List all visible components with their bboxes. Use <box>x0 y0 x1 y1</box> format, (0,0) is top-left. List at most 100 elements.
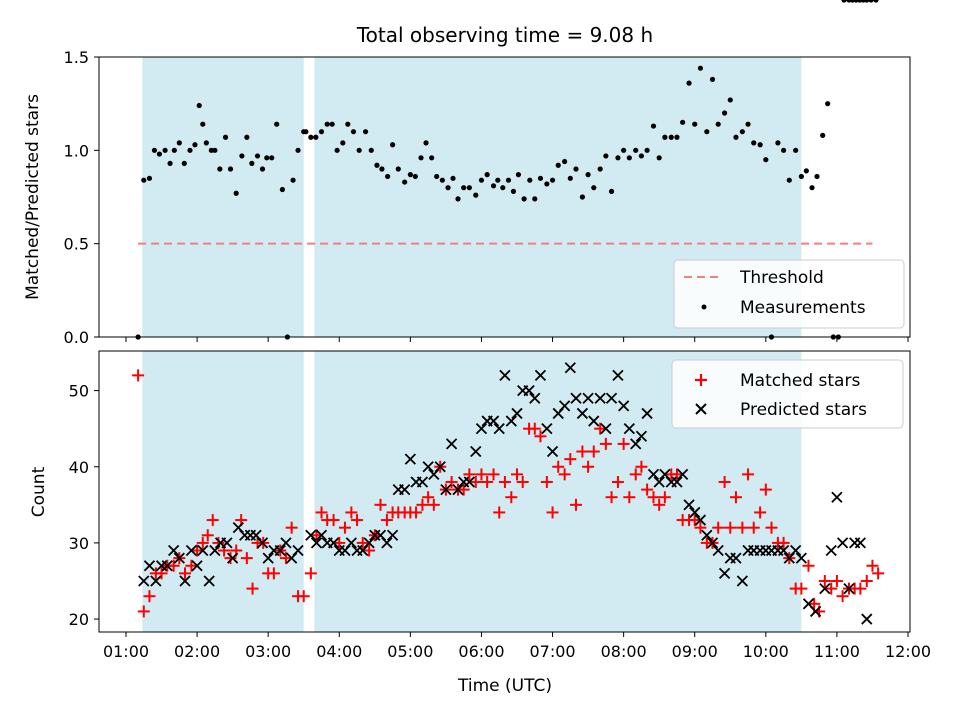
matched-star-marker <box>196 536 209 549</box>
top-y-ticks: 0.0 0.5 1.0 1.5 <box>64 48 99 347</box>
predicted-star-marker <box>475 423 488 435</box>
bottom-y-ticks: 20 30 40 50 <box>69 382 99 629</box>
predicted-star-marker <box>386 529 399 541</box>
legend-matched-label: Matched stars <box>740 371 860 391</box>
predicted-star-marker <box>499 369 511 382</box>
matched-star-marker <box>528 422 541 435</box>
matched-star-marker <box>802 559 815 572</box>
measurement-point <box>368 147 374 153</box>
matched-star-marker <box>836 590 849 603</box>
measurement-point <box>591 185 597 191</box>
measurement-point <box>656 155 662 161</box>
matched-star-marker <box>416 498 429 511</box>
measurement-point <box>579 194 586 200</box>
measurement-point <box>803 168 809 174</box>
measurement-point <box>549 177 556 183</box>
matched-star-marker <box>830 574 843 587</box>
measurement-point <box>780 147 787 153</box>
measurement-point <box>841 0 847 3</box>
measurement-point <box>680 119 686 125</box>
matched-star-marker <box>611 475 624 488</box>
measurement-point <box>608 188 615 194</box>
measurement-point <box>809 185 815 191</box>
predicted-star-marker <box>505 415 517 427</box>
measurement-point <box>340 140 346 146</box>
matched-star-marker <box>694 521 707 534</box>
predicted-star-marker <box>677 468 689 481</box>
predicted-star-marker <box>588 415 600 427</box>
measurement-point <box>395 166 401 172</box>
measurement-point <box>334 147 340 153</box>
measurement-point <box>217 166 223 172</box>
measurement-point <box>318 129 325 135</box>
measurement-point <box>203 140 209 146</box>
matched-star-marker <box>475 468 488 481</box>
measurement-point <box>389 142 396 148</box>
measurement-point <box>407 172 413 178</box>
measurement-point <box>490 183 497 189</box>
matched-star-marker <box>818 574 831 587</box>
measurement-point <box>274 121 280 127</box>
predicted-star-marker <box>534 369 547 382</box>
measurement-point <box>329 121 335 127</box>
predicted-star-marker <box>445 438 458 450</box>
measurement-point <box>638 153 645 159</box>
measurement-point <box>385 173 391 180</box>
predicted-star-marker <box>831 491 843 503</box>
predicted-star-marker <box>546 445 559 458</box>
measurement-point <box>196 102 202 109</box>
predicted-star-marker <box>849 537 861 549</box>
legend-measurements-label: Measurements <box>740 298 866 318</box>
measurement-point <box>633 147 639 153</box>
predicted-star-marker <box>150 575 162 587</box>
predicted-star-marker <box>262 552 274 564</box>
x-tick-label: 12:00 <box>885 642 931 661</box>
matched-star-marker <box>422 491 435 504</box>
matched-star-marker <box>137 605 150 618</box>
y-tick-label: 0.5 <box>64 235 89 254</box>
predicted-star-marker <box>143 560 156 572</box>
predicted-star-marker <box>327 537 340 549</box>
top-legend: Threshold Measurements <box>673 259 905 329</box>
matched-star-marker <box>736 521 749 534</box>
measurement-point <box>208 147 214 153</box>
legend-measurements-swatch <box>701 304 707 310</box>
top-x-ticks <box>125 337 909 342</box>
predicted-star-marker <box>623 423 635 435</box>
matched-star-marker <box>558 468 571 481</box>
measurement-point <box>603 153 609 159</box>
measurement-point <box>692 121 698 127</box>
predicted-star-marker <box>209 544 221 557</box>
measurement-point <box>521 196 527 202</box>
matched-star-marker <box>516 475 529 488</box>
predicted-star-marker <box>363 537 375 549</box>
measurement-point <box>264 155 270 161</box>
matched-star-marker <box>629 468 642 481</box>
measurement-point <box>733 134 739 140</box>
predicted-star-marker <box>487 415 500 427</box>
matched-star-marker <box>457 483 470 496</box>
measurement-point <box>324 121 330 127</box>
matched-star-marker <box>599 437 612 450</box>
measurement-point <box>455 196 461 202</box>
matched-star-marker <box>304 567 317 580</box>
y-tick-label: 20 <box>69 610 89 629</box>
measurement-point <box>798 173 804 180</box>
x-tick-label: 01:00 <box>103 642 149 661</box>
measurement-point <box>715 121 721 127</box>
measurement-point <box>704 129 710 135</box>
measurement-point <box>709 76 716 82</box>
matched-star-marker <box>224 552 237 565</box>
predicted-star-marker <box>161 560 173 572</box>
predicted-star-marker <box>185 544 198 557</box>
measurement-point <box>793 147 799 153</box>
measurement-point <box>775 140 781 146</box>
matched-star-marker <box>688 514 701 527</box>
matched-star-marker <box>546 506 559 519</box>
measurement-point <box>249 160 255 166</box>
matched-star-marker <box>641 483 654 496</box>
matched-star-marker <box>469 475 482 488</box>
measurement-point <box>244 134 250 140</box>
predicted-star-marker <box>653 476 665 488</box>
y-tick-label: 1.0 <box>64 141 89 160</box>
